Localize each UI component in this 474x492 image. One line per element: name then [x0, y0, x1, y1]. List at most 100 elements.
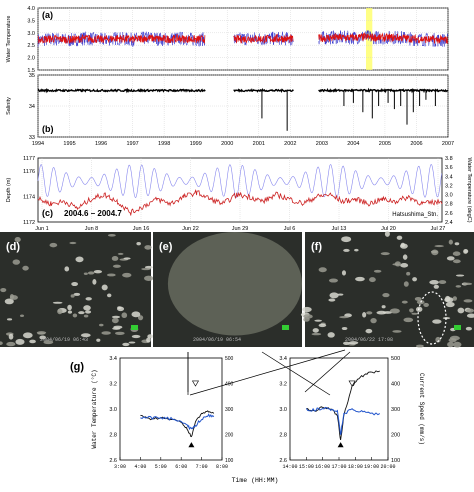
- x-tick-label: 1994: [32, 141, 44, 147]
- photo-panel-label: (f): [311, 241, 322, 253]
- rock-rubble: [406, 271, 411, 276]
- y-left-axis-label: Depth (m): [6, 178, 12, 203]
- y-right-axis-label: Water Temperature (degC): [466, 157, 472, 222]
- rock-rubble: [403, 281, 409, 287]
- rock-rubble: [8, 333, 14, 340]
- salinity-line: [37, 87, 206, 94]
- y-right-tick-label: 200: [391, 433, 400, 439]
- y-right-tick-label: 3.2: [445, 183, 453, 189]
- rock-rubble: [75, 256, 84, 263]
- x-tick-label: 2000: [221, 141, 233, 147]
- x-tick-label: 3:00: [114, 464, 126, 470]
- rock-rubble: [36, 331, 47, 335]
- y-tick-label: 2.5: [27, 43, 35, 49]
- rock-rubble: [411, 312, 418, 315]
- rock-rubble: [318, 267, 327, 273]
- rock-rubble: [337, 293, 344, 296]
- y-left-tick-label: 3.0: [279, 407, 287, 413]
- rock-rubble: [83, 314, 89, 318]
- rock-rubble: [373, 269, 382, 273]
- x-tick-label: 7:00: [196, 464, 208, 470]
- salinity-line: [318, 87, 449, 94]
- x-tick-label: 4:00: [134, 464, 146, 470]
- x-tick-label: 17:00: [331, 464, 346, 470]
- x-tick-label: 19:00: [364, 464, 379, 470]
- rock-rubble: [144, 245, 152, 250]
- murky-water: [167, 232, 302, 336]
- y-left-tick-label: 1174: [23, 194, 35, 200]
- rock-rubble: [136, 241, 141, 246]
- y-tick-label: 2.0: [27, 56, 35, 62]
- rock-rubble: [431, 249, 439, 256]
- rock-rubble: [362, 312, 367, 318]
- connector-arrow: [189, 349, 346, 396]
- rock-rubble: [0, 287, 7, 293]
- rock-rubble: [6, 318, 13, 321]
- rock-rubble: [67, 304, 72, 311]
- rock-rubble: [52, 301, 63, 304]
- series-line: [318, 29, 448, 48]
- y-right-tick-label: 100: [225, 458, 234, 464]
- x-tick-label: Jul 20: [381, 226, 396, 232]
- rock-rubble: [318, 323, 327, 328]
- rock-rubble: [70, 294, 75, 298]
- rock-rubble: [85, 297, 92, 301]
- rock-rubble: [73, 292, 81, 296]
- rock-rubble: [67, 310, 73, 314]
- y-right-tick-label: 500: [225, 356, 234, 362]
- x-tick-label: 8:00: [216, 464, 228, 470]
- y-left-tick-label: 2.8: [109, 433, 117, 439]
- rock-rubble: [452, 251, 461, 256]
- highlight-band: [366, 8, 373, 70]
- rock-rubble: [382, 293, 390, 298]
- rock-rubble: [366, 311, 373, 315]
- rock-rubble: [354, 248, 359, 252]
- x-tick-label: 15:00: [299, 464, 314, 470]
- rock-rubble: [123, 257, 131, 260]
- rock-rubble: [400, 242, 406, 248]
- panel-b-salinity: 1994 1995 1996 1997 1998 1999 2000 2001 2002 2003…: [6, 73, 454, 147]
- y-left-tick-label: 3.0: [109, 407, 117, 413]
- rock-rubble: [146, 337, 151, 343]
- current-speed-line: [305, 406, 381, 435]
- x-tick-label: Jun 8: [85, 226, 98, 232]
- panel-c-depth-temperature: Jun 1 Jun 8 Jun 16 Jun 22 Jun 29 Jul 6 Jul 13 J…: [6, 156, 472, 232]
- rock-rubble: [452, 296, 458, 301]
- x-tick-label: 14:00: [282, 464, 297, 470]
- rock-rubble: [339, 316, 350, 319]
- rock-rubble: [107, 293, 112, 298]
- y-left-tick-label: 1176: [23, 169, 35, 175]
- rock-rubble: [389, 308, 400, 314]
- rock-rubble: [466, 313, 474, 318]
- panel-a-water-temperature: 1.5 2.0 2.5 3.0 3.5 4.0 (a) Water Temperature: [6, 6, 449, 74]
- x-tick-label: 1995: [63, 141, 75, 147]
- panel-label: (c): [42, 208, 53, 218]
- event-triangle: [188, 442, 195, 448]
- rock-rubble: [312, 328, 319, 333]
- rock-rubble: [122, 272, 132, 278]
- series-line: [37, 33, 206, 44]
- rock-rubble: [14, 237, 21, 243]
- rock-rubble: [117, 252, 124, 255]
- y-right-tick-label: 3.4: [445, 174, 453, 180]
- green-marker: [454, 325, 461, 330]
- rock-rubble: [314, 319, 323, 322]
- y-tick-label: 35: [29, 73, 35, 79]
- rock-rubble: [303, 317, 310, 322]
- y-left-tick-label: 3.2: [109, 382, 117, 388]
- rock-rubble: [101, 284, 108, 291]
- rock-rubble: [22, 332, 33, 339]
- panel-g-temperature-current: 3:00 4:00 5:00 6:00 7:00 8:00 14:00 15:00 16:00 1…: [70, 349, 425, 484]
- rock-rubble: [369, 277, 376, 283]
- x-tick-label: Jun 16: [133, 226, 150, 232]
- rock-rubble: [341, 270, 347, 276]
- rock-rubble: [57, 308, 63, 315]
- rock-rubble: [111, 255, 119, 261]
- y-right-tick-label: 100: [391, 458, 400, 464]
- rock-rubble: [455, 285, 462, 288]
- rock-rubble: [83, 272, 88, 275]
- rock-rubble: [415, 344, 424, 348]
- rock-rubble: [122, 342, 130, 347]
- y-right-tick-label: 2.6: [445, 211, 453, 217]
- rock-rubble: [409, 308, 414, 313]
